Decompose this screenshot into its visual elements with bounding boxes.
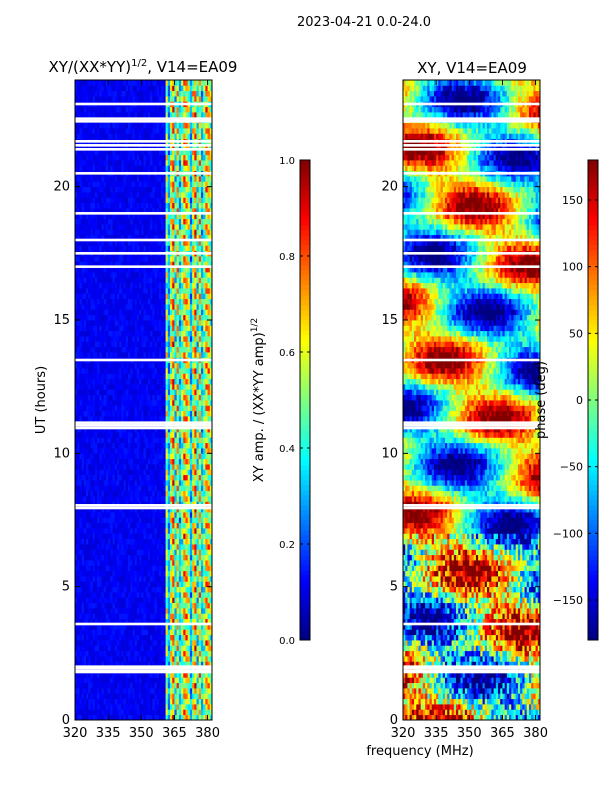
amp-title: XY/(XX*YY)1/2, V14=EA09 [49,58,238,76]
figure-title: 2023-04-21 0.0-24.0 [297,15,431,30]
figure: 2023-04-21 0.0-24.0 XY/(XX*YY)1/2, V14=E… [0,0,600,800]
amp-panel: XY/(XX*YY)1/2, V14=EA09 320 335 350 365 380 … [34,58,237,741]
amp-heatmap [75,80,212,720]
